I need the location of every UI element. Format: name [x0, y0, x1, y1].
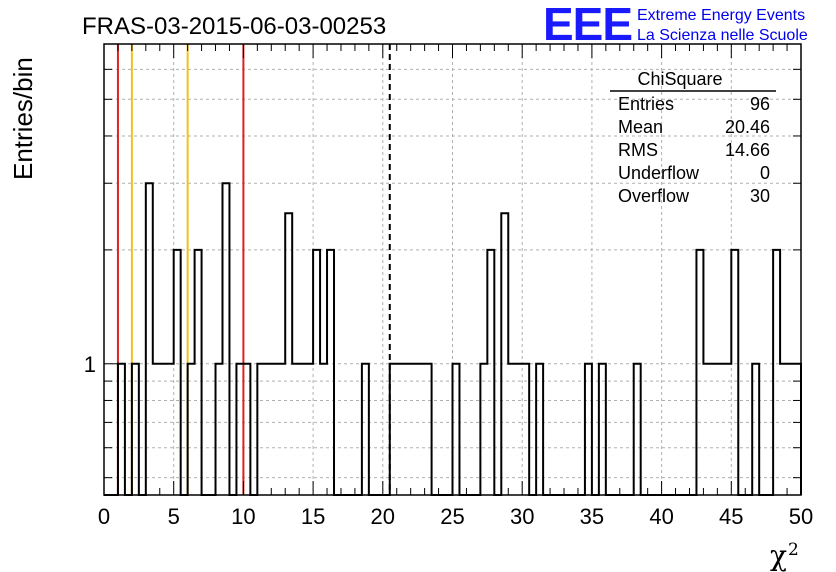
- x-tick-label: 30: [510, 504, 534, 529]
- stats-box: ChiSquare Entries 96 Mean 20.46 RMS 14.6…: [610, 69, 776, 206]
- chart-title: FRAS-03-2015-06-03-00253: [82, 13, 386, 40]
- stats-value-mean: 20.46: [725, 117, 770, 137]
- stats-value-entries: 96: [750, 94, 770, 114]
- x-tick-label: 45: [719, 504, 743, 529]
- x-axis-title-superscript: 2: [788, 540, 799, 560]
- x-tick-label: 10: [231, 504, 255, 529]
- eee-logo: EEE Extreme Energy Events La Scienza nel…: [543, 0, 808, 50]
- x-axis-title-symbol: χ: [770, 539, 787, 572]
- stats-label-mean: Mean: [618, 117, 663, 137]
- axis-tick-labels: 0 5 10 15 20 25 30 35 40 45 50 1: [84, 352, 813, 529]
- axis-ticks: [103, 43, 802, 495]
- stats-label-rms: RMS: [618, 140, 658, 160]
- x-tick-label: 20: [371, 504, 395, 529]
- x-tick-label: 5: [168, 504, 180, 529]
- x-tick-label: 50: [789, 504, 813, 529]
- stats-label-entries: Entries: [618, 94, 674, 114]
- stats-value-underflow: 0: [760, 163, 770, 183]
- y-axis-title: Entries/bin: [8, 57, 38, 180]
- logo-line-2: La Scienza nelle Scuole: [637, 27, 808, 44]
- x-tick-label: 0: [98, 504, 110, 529]
- stats-label-underflow: Underflow: [618, 163, 700, 183]
- stats-title: ChiSquare: [637, 69, 722, 89]
- stats-value-rms: 14.66: [725, 140, 770, 160]
- stats-value-overflow: 30: [750, 186, 770, 206]
- x-tick-label: 25: [440, 504, 464, 529]
- x-axis-title: χ 2: [770, 539, 799, 572]
- y-tick-label: 1: [84, 352, 96, 377]
- x-tick-label: 35: [580, 504, 604, 529]
- logo-line-1: Extreme Energy Events: [637, 7, 805, 24]
- x-tick-label: 15: [301, 504, 325, 529]
- stats-label-overflow: Overflow: [618, 186, 690, 206]
- x-tick-label: 40: [649, 504, 673, 529]
- logo-mark: EEE: [543, 0, 632, 50]
